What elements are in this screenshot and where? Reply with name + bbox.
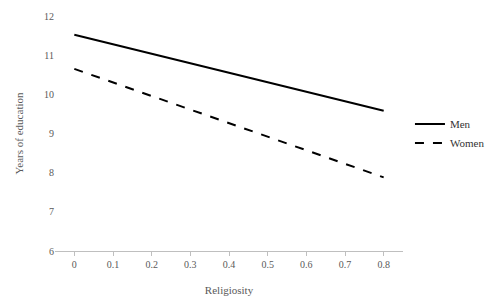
svg-text:11: 11 [44, 50, 54, 61]
svg-text:0.3: 0.3 [184, 259, 197, 270]
svg-text:0.7: 0.7 [339, 259, 352, 270]
svg-text:Men: Men [450, 118, 471, 130]
svg-text:8: 8 [49, 167, 54, 178]
svg-text:7: 7 [49, 206, 54, 217]
svg-text:0.1: 0.1 [107, 259, 120, 270]
svg-text:Years of education: Years of education [13, 92, 25, 174]
svg-text:0.2: 0.2 [145, 259, 158, 270]
svg-text:Women: Women [450, 137, 484, 149]
svg-text:0.8: 0.8 [377, 259, 390, 270]
svg-text:0.5: 0.5 [261, 259, 274, 270]
svg-text:9: 9 [49, 128, 54, 139]
svg-text:6: 6 [49, 246, 54, 257]
svg-text:0: 0 [72, 259, 77, 270]
svg-text:Religiosity: Religiosity [205, 284, 254, 296]
svg-text:12: 12 [44, 11, 54, 22]
svg-text:0.4: 0.4 [223, 259, 236, 270]
svg-text:10: 10 [44, 89, 54, 100]
svg-text:0.6: 0.6 [300, 259, 313, 270]
